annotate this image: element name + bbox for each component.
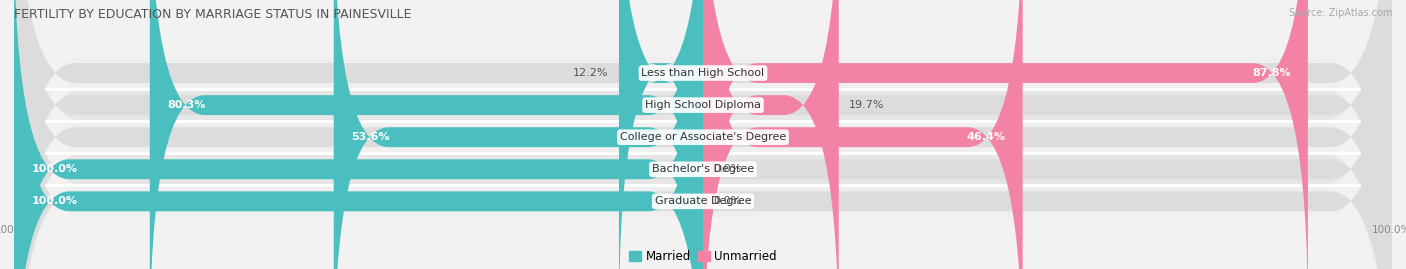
FancyBboxPatch shape [150,0,703,269]
FancyBboxPatch shape [703,0,839,269]
Text: Less than High School: Less than High School [641,68,765,78]
FancyBboxPatch shape [14,0,703,269]
FancyBboxPatch shape [14,0,1392,269]
Text: 0.0%: 0.0% [713,196,741,206]
Text: 100.0%: 100.0% [31,196,77,206]
Text: 100.0%: 100.0% [31,164,77,174]
Text: 19.7%: 19.7% [849,100,884,110]
FancyBboxPatch shape [14,0,1392,269]
Text: Graduate Degree: Graduate Degree [655,196,751,206]
FancyBboxPatch shape [703,0,1022,269]
FancyBboxPatch shape [14,0,1392,269]
FancyBboxPatch shape [14,0,1392,269]
FancyBboxPatch shape [14,0,1392,269]
FancyBboxPatch shape [333,0,703,269]
Text: 46.4%: 46.4% [966,132,1005,142]
Legend: Married, Unmarried: Married, Unmarried [624,246,782,268]
Text: High School Diploma: High School Diploma [645,100,761,110]
Text: FERTILITY BY EDUCATION BY MARRIAGE STATUS IN PAINESVILLE: FERTILITY BY EDUCATION BY MARRIAGE STATU… [14,8,412,21]
FancyBboxPatch shape [14,0,1392,269]
Text: 53.6%: 53.6% [352,132,389,142]
FancyBboxPatch shape [14,0,1392,269]
FancyBboxPatch shape [619,0,703,269]
FancyBboxPatch shape [14,0,703,269]
Text: 12.2%: 12.2% [574,68,609,78]
Text: Bachelor's Degree: Bachelor's Degree [652,164,754,174]
Text: 80.3%: 80.3% [167,100,205,110]
FancyBboxPatch shape [14,0,1392,269]
Text: 0.0%: 0.0% [713,164,741,174]
FancyBboxPatch shape [703,0,1308,269]
Text: College or Associate's Degree: College or Associate's Degree [620,132,786,142]
Text: Source: ZipAtlas.com: Source: ZipAtlas.com [1288,8,1392,18]
Text: 87.8%: 87.8% [1251,68,1291,78]
FancyBboxPatch shape [14,0,1392,269]
FancyBboxPatch shape [14,0,1392,269]
